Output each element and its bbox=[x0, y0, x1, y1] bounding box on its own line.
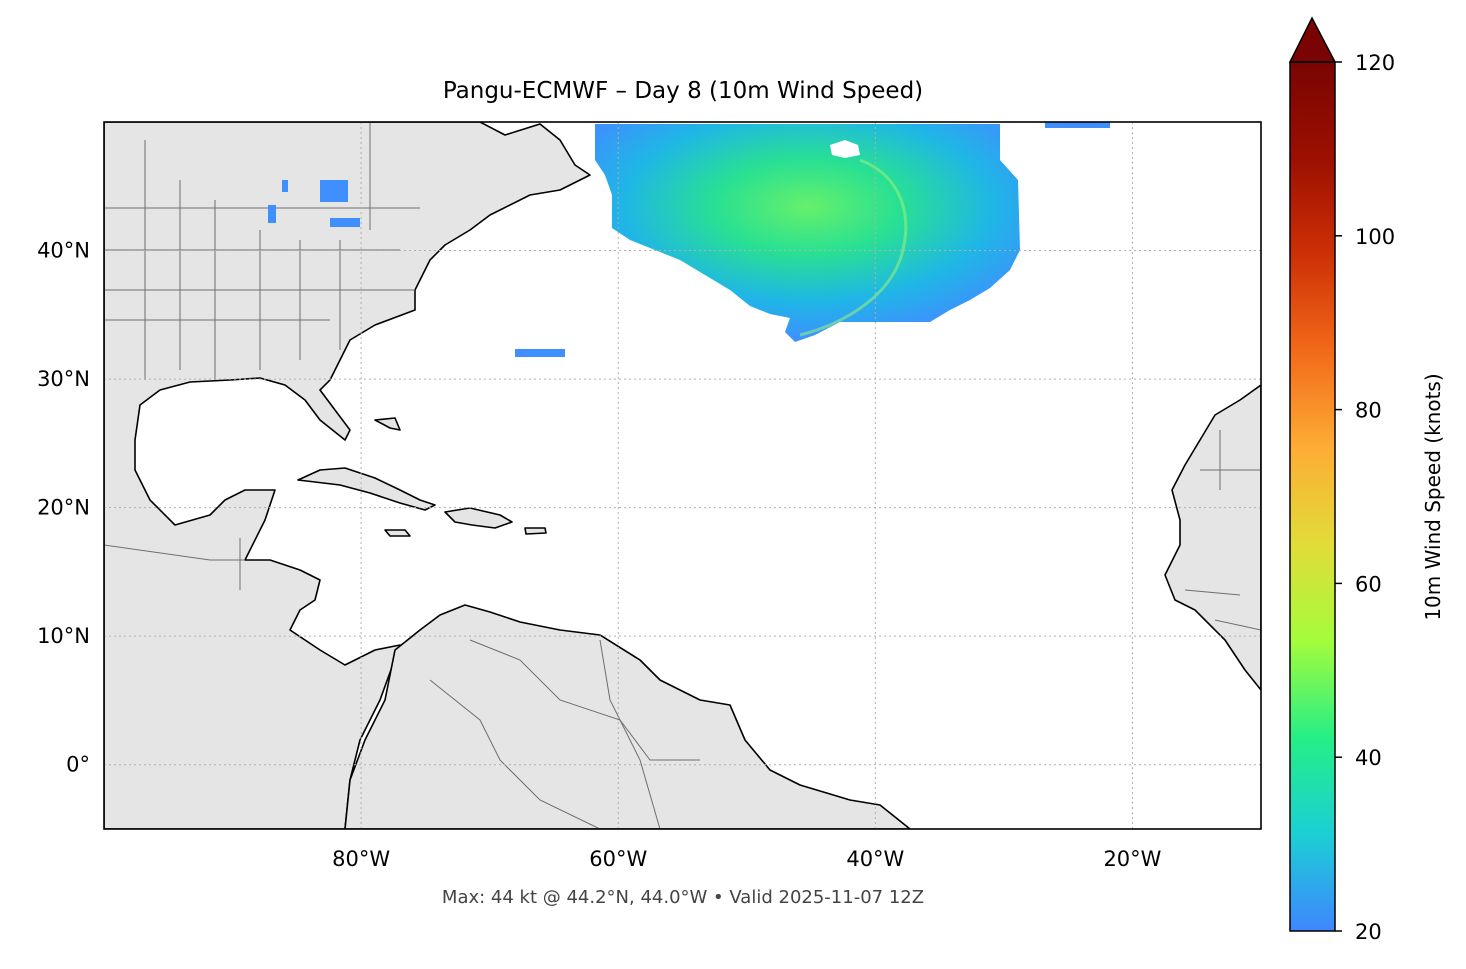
longitude-tick-label: 60°W bbox=[589, 847, 647, 871]
colorbar-label: 10m Wind Speed (knots) bbox=[1421, 373, 1445, 620]
internal-borders bbox=[104, 122, 1261, 829]
hispaniola-island bbox=[444, 507, 513, 529]
colorbar-frame bbox=[1289, 61, 1336, 932]
storm-spiral-band bbox=[799, 158, 908, 337]
latitude-tick-label: 10°N bbox=[37, 624, 90, 648]
colorbar-ticks: 20 40 60 80 100 120 bbox=[1335, 51, 1395, 944]
lake-superior-wind-patch bbox=[320, 180, 348, 202]
longitude-tick-label: 80°W bbox=[332, 847, 390, 871]
latitude-tick-label: 30°N bbox=[37, 367, 90, 391]
latitude-tick-label: 20°N bbox=[37, 496, 90, 520]
colorbar-tick-label: 60 bbox=[1355, 572, 1382, 596]
lake-michigan-wind-patch bbox=[268, 205, 276, 223]
north-edge-wind-strip bbox=[1045, 122, 1110, 128]
colorbar-tick-label: 20 bbox=[1355, 920, 1382, 944]
colorbar: 20 40 60 80 100 120 10m Wind Speed (knots) bbox=[1288, 16, 1445, 944]
bahamas-island bbox=[374, 417, 401, 431]
colorbar-tick-label: 100 bbox=[1355, 225, 1395, 249]
storm-eye-gap bbox=[830, 140, 860, 158]
max-wind-annotation: Max: 44 kt @ 44.2°N, 44.0°W • Valid 2025… bbox=[442, 887, 924, 908]
subtropical-wind-strip bbox=[515, 349, 565, 357]
map-panel: 80°W 60°W 40°W 20°W 40°N 30°N 20°N 10°N 0° bbox=[37, 121, 1262, 871]
map-title: Pangu-ECMWF – Day 8 (10m Wind Speed) bbox=[443, 78, 923, 104]
jamaica-island bbox=[384, 529, 411, 537]
longitude-ticks: 80°W 60°W 40°W 20°W bbox=[332, 847, 1162, 871]
cuba-island bbox=[297, 467, 436, 511]
south-america-land bbox=[344, 604, 911, 829]
lake-huron-wind-patch bbox=[282, 180, 288, 192]
longitude-tick-label: 20°W bbox=[1103, 847, 1161, 871]
colorbar-tick-label: 120 bbox=[1355, 51, 1395, 75]
latitude-tick-label: 0° bbox=[66, 753, 90, 777]
latitude-tick-label: 40°N bbox=[37, 239, 90, 263]
longitude-tick-label: 40°W bbox=[846, 847, 904, 871]
map-frame bbox=[103, 121, 1262, 830]
lake-erie-wind-patch bbox=[330, 218, 360, 227]
puerto-rico-island bbox=[524, 527, 547, 535]
colorbar-gradient bbox=[1290, 62, 1335, 931]
land-masses bbox=[104, 122, 1261, 829]
north-america-land bbox=[104, 122, 591, 829]
wind-speed-field bbox=[268, 122, 1110, 357]
latitude-ticks: 40°N 30°N 20°N 10°N 0° bbox=[37, 239, 90, 777]
colorbar-tick-label: 40 bbox=[1355, 746, 1382, 770]
colorbar-extend-arrow bbox=[1288, 16, 1337, 63]
colorbar-tick-label: 80 bbox=[1355, 399, 1382, 423]
storm-wind-region bbox=[595, 124, 1020, 342]
africa-land bbox=[1164, 384, 1261, 691]
